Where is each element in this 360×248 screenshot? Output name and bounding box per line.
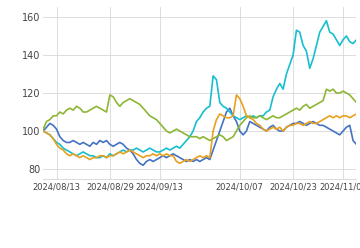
R&G PharmaStudies A xyxy=(54,141,59,144)
코오롤티슈진 xyxy=(267,126,272,129)
R&G PharmaStudies A xyxy=(278,82,282,85)
R&G PharmaStudies A xyxy=(354,38,359,41)
Erasca xyxy=(278,116,282,119)
체우주식 xyxy=(261,128,265,131)
Erasca xyxy=(258,114,262,117)
Erasca xyxy=(98,107,102,110)
Line: Erasca: Erasca xyxy=(43,89,356,141)
체우주식 xyxy=(278,126,282,129)
체우주식 xyxy=(177,162,182,165)
Erasca xyxy=(324,88,329,91)
코오롤티슈진 xyxy=(41,129,45,132)
체우주식 xyxy=(98,154,102,157)
코오롤티슈진 xyxy=(278,129,282,132)
Line: R&G PharmaStudies A: R&G PharmaStudies A xyxy=(43,21,356,158)
Line: 체우주식: 체우주식 xyxy=(43,95,356,163)
Erasca xyxy=(354,101,359,104)
코오롤티슈진 xyxy=(54,128,59,131)
체우주식 xyxy=(267,128,272,131)
Erasca xyxy=(264,118,269,121)
R&G PharmaStudies A xyxy=(274,88,279,91)
Erasca xyxy=(208,139,212,142)
Erasca xyxy=(274,116,279,119)
Erasca xyxy=(41,128,45,131)
체우주식 xyxy=(354,112,359,115)
R&G PharmaStudies A xyxy=(324,19,329,22)
체우주식 xyxy=(41,129,45,132)
R&G PharmaStudies A xyxy=(41,129,45,132)
Line: 코오롤티슈진: 코오롤티슈진 xyxy=(43,108,356,165)
코오롤티슈진 xyxy=(354,143,359,146)
R&G PharmaStudies A xyxy=(258,114,262,117)
R&G PharmaStudies A xyxy=(101,154,105,157)
R&G PharmaStudies A xyxy=(264,111,269,114)
코오롤티슈진 xyxy=(281,129,285,132)
코오롤티슈진 xyxy=(98,139,102,142)
체우주식 xyxy=(281,129,285,132)
Erasca xyxy=(54,114,59,117)
R&G PharmaStudies A xyxy=(94,156,99,159)
코오롤티슈진 xyxy=(228,107,232,110)
코오롤티슈진 xyxy=(141,164,145,167)
체우주식 xyxy=(234,93,239,96)
체우주식 xyxy=(54,143,59,146)
코오롤티슈진 xyxy=(261,128,265,131)
